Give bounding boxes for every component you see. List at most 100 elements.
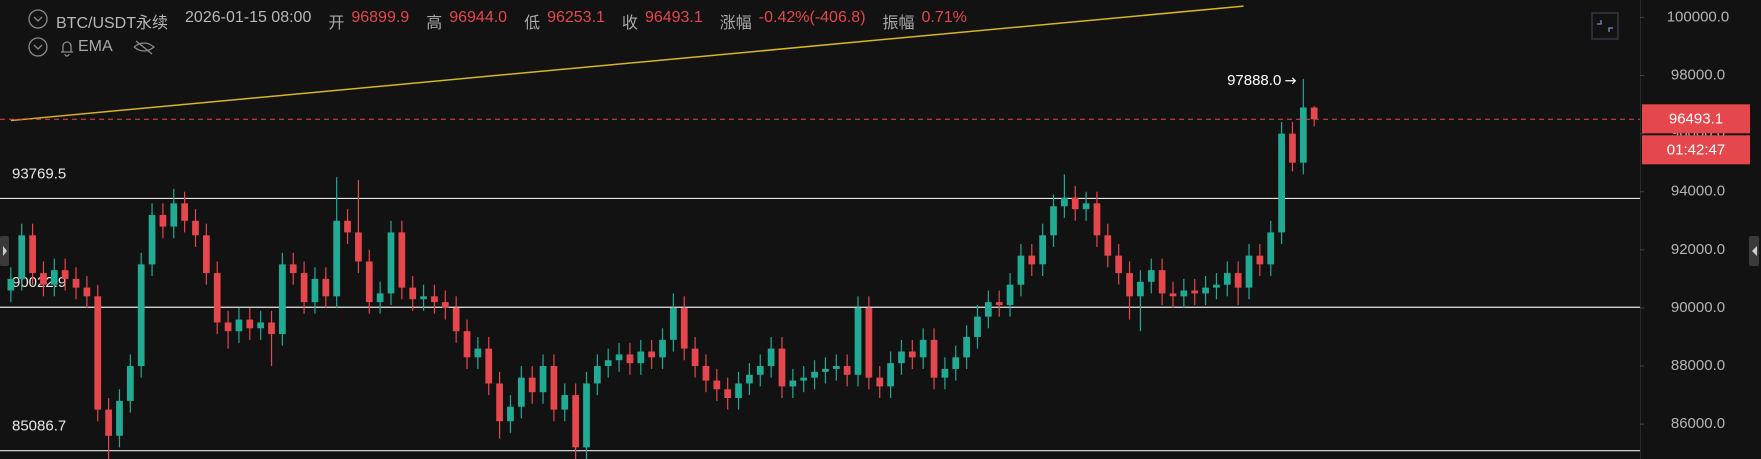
left-handle-arrow bbox=[3, 246, 7, 256]
candle-body bbox=[572, 395, 579, 448]
candle-body bbox=[1061, 197, 1068, 207]
candle-body bbox=[930, 339, 938, 378]
indicator-row: EMA bbox=[78, 38, 113, 56]
candle-body bbox=[854, 307, 862, 375]
candle-body bbox=[1028, 255, 1036, 265]
candle-body bbox=[1213, 284, 1220, 288]
candle-body bbox=[29, 235, 36, 274]
candle-body bbox=[550, 366, 558, 410]
level-label: 93769.5 bbox=[12, 165, 66, 182]
time: 2026-01-15 08:00 bbox=[185, 9, 312, 26]
candle-body bbox=[876, 377, 884, 387]
candle-body bbox=[289, 264, 297, 274]
collapse-icon[interactable] bbox=[28, 37, 48, 57]
indicator[interactable]: EMA bbox=[78, 38, 113, 55]
candle-body bbox=[984, 302, 992, 317]
symbol[interactable]: BTC/USDT永续 bbox=[56, 15, 169, 32]
candle-body bbox=[1310, 107, 1318, 120]
collapse-chevron bbox=[33, 44, 43, 50]
candle-body bbox=[1278, 133, 1285, 233]
candle-body bbox=[170, 203, 178, 227]
candle-body bbox=[387, 232, 395, 294]
candle-body bbox=[365, 261, 373, 303]
candle-body bbox=[670, 307, 677, 340]
candle-body bbox=[1180, 290, 1188, 297]
candle-body bbox=[908, 351, 916, 358]
label: 收 bbox=[621, 15, 638, 32]
candle-body bbox=[40, 273, 47, 285]
label: 开 bbox=[328, 15, 345, 32]
candle-body bbox=[593, 366, 601, 384]
candle-body bbox=[1223, 273, 1231, 285]
candle-body bbox=[528, 377, 536, 393]
fullscreen-glyph bbox=[1597, 20, 1613, 32]
value: -0.42%(-406.8) bbox=[758, 9, 866, 26]
candle-body bbox=[702, 366, 710, 381]
candle-body bbox=[1093, 203, 1101, 236]
alert-icon[interactable] bbox=[61, 41, 73, 57]
candle-body bbox=[463, 331, 471, 358]
candle-body bbox=[713, 380, 721, 390]
candle-body bbox=[637, 351, 645, 364]
candle-body bbox=[1202, 287, 1209, 294]
candle-body bbox=[1299, 107, 1307, 163]
candle-body bbox=[1158, 270, 1166, 294]
candle-body bbox=[311, 278, 319, 303]
candle-body bbox=[181, 203, 189, 221]
candle-body bbox=[1039, 235, 1047, 265]
candle-body bbox=[865, 307, 873, 378]
candle-body bbox=[800, 377, 808, 381]
candle-body bbox=[268, 322, 275, 335]
candle-body bbox=[474, 348, 482, 358]
candle-body bbox=[898, 351, 905, 364]
candle-body bbox=[94, 296, 102, 410]
candle-body bbox=[235, 319, 243, 332]
candle-body bbox=[213, 273, 221, 323]
y-tick-label: 86000.0 bbox=[1671, 415, 1725, 432]
candle-body bbox=[398, 232, 406, 288]
candle-body bbox=[344, 220, 351, 233]
candle-body bbox=[322, 278, 330, 297]
candle-body bbox=[832, 366, 840, 369]
candle-body bbox=[1082, 203, 1090, 210]
candle-body bbox=[496, 383, 503, 422]
value: 96493.1 bbox=[644, 9, 703, 26]
candle-body bbox=[420, 296, 427, 300]
candle-body bbox=[376, 293, 384, 303]
candle-body bbox=[952, 357, 960, 369]
candle-body bbox=[724, 389, 732, 398]
candle-body bbox=[941, 368, 949, 378]
candle-body bbox=[202, 235, 210, 274]
value: 0.71% bbox=[921, 9, 967, 26]
candle-body bbox=[626, 354, 634, 364]
label: 涨幅 bbox=[719, 15, 752, 32]
candle-body bbox=[604, 360, 612, 367]
candle-body bbox=[224, 322, 232, 332]
candle-body bbox=[789, 380, 797, 387]
candle-body bbox=[1006, 284, 1014, 306]
candle-body bbox=[1256, 255, 1264, 265]
value: 96944.0 bbox=[449, 9, 508, 26]
candle-body bbox=[507, 406, 514, 422]
value: 96899.9 bbox=[351, 9, 410, 26]
candle-body bbox=[919, 339, 927, 358]
high-marker-label: 97888.0 bbox=[1227, 72, 1281, 89]
y-tick-label: 92000.0 bbox=[1671, 241, 1725, 258]
candle-body bbox=[767, 348, 775, 367]
candle-body bbox=[746, 374, 753, 384]
y-tick-label: 90000.0 bbox=[1671, 299, 1725, 316]
candle-body bbox=[61, 270, 69, 279]
candle-body bbox=[648, 351, 656, 358]
hide-icon[interactable] bbox=[133, 40, 156, 55]
candle-body bbox=[1137, 281, 1144, 297]
fullscreen-button[interactable] bbox=[1591, 12, 1619, 40]
label: 高 bbox=[426, 15, 443, 32]
candle-body bbox=[1289, 133, 1296, 163]
candle-body bbox=[1071, 197, 1079, 210]
collapse-icon[interactable] bbox=[28, 9, 48, 29]
candle-body bbox=[1017, 255, 1025, 285]
last-price-tag bbox=[1642, 104, 1750, 134]
candle-body bbox=[963, 336, 970, 358]
candle-body bbox=[1245, 255, 1253, 288]
